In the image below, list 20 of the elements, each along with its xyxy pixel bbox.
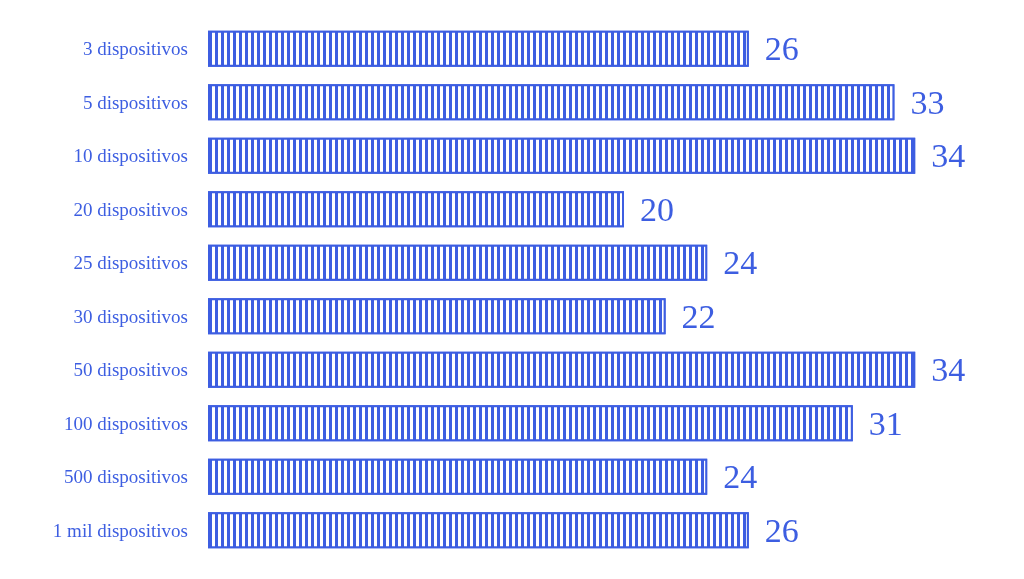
y-tick-label: 500 dispositivos <box>63 466 188 488</box>
data-label: 24 <box>723 458 758 496</box>
y-tick-label: 50 dispositivos <box>73 359 188 381</box>
y-tick-label: 10 dispositivos <box>73 145 188 167</box>
data-label: 31 <box>868 404 903 442</box>
data-label: 20 <box>640 190 674 228</box>
y-tick-label: 20 dispositivos <box>73 198 188 220</box>
data-label: 22 <box>681 297 716 335</box>
y-tick-label: 25 dispositivos <box>73 252 188 274</box>
data-label: 33 <box>910 83 945 121</box>
data-label: 34 <box>931 351 966 389</box>
data-label: 34 <box>931 137 966 175</box>
y-tick-label: 100 dispositivos <box>63 412 188 434</box>
data-label: 26 <box>764 30 799 68</box>
data-label: 26 <box>764 511 799 549</box>
y-tick-label: 30 dispositivos <box>73 305 188 327</box>
y-tick-label: 5 dispositivos <box>82 91 188 113</box>
y-tick-label: 3 dispositivos <box>82 38 188 60</box>
data-label: 24 <box>723 244 758 282</box>
y-tick-label: 1 mil dispositivos <box>52 519 188 541</box>
